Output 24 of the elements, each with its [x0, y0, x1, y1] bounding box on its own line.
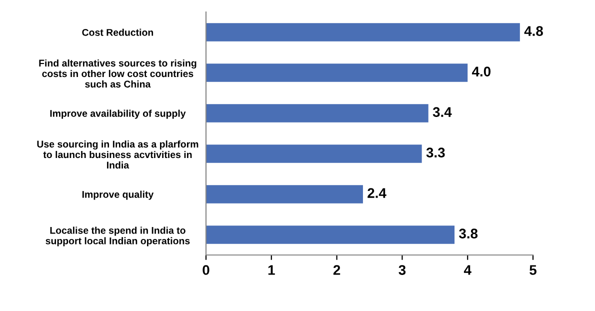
y-tick-label: Improve availability of supply — [50, 110, 186, 119]
data-label: 3.4 — [432, 107, 452, 117]
data-label: 3.8 — [459, 228, 478, 238]
bar — [206, 144, 422, 163]
x-tick-label: 3 — [398, 265, 406, 275]
y-tick-label: Localise the spend in India to support local Indian operations — [46, 226, 190, 246]
data-label: 4.0 — [472, 66, 491, 76]
x-tick-label: 4 — [464, 265, 472, 275]
bar — [206, 64, 468, 82]
y-tick-label: Cost Reduction — [82, 28, 154, 36]
x-tick-label: 1 — [268, 265, 275, 275]
y-tick-label: Find alternatives sources to rising costs in other low cost countries such as China — [39, 59, 196, 88]
x-tick-label: 2 — [333, 265, 340, 275]
bar — [206, 185, 363, 204]
bar — [206, 23, 520, 42]
data-label: 3.3 — [426, 148, 445, 158]
x-tick-label: 5 — [530, 265, 536, 275]
x-tick-label: 0 — [202, 265, 210, 275]
data-label: 2.4 — [368, 188, 386, 198]
data-label: 4.8 — [524, 26, 543, 36]
bar — [206, 226, 455, 244]
y-tick-label: Improve quality — [82, 190, 154, 200]
y-tick-label: Use sourcing in India as a plarform to launch business acvtivities in India — [37, 140, 198, 169]
bar — [206, 104, 428, 122]
